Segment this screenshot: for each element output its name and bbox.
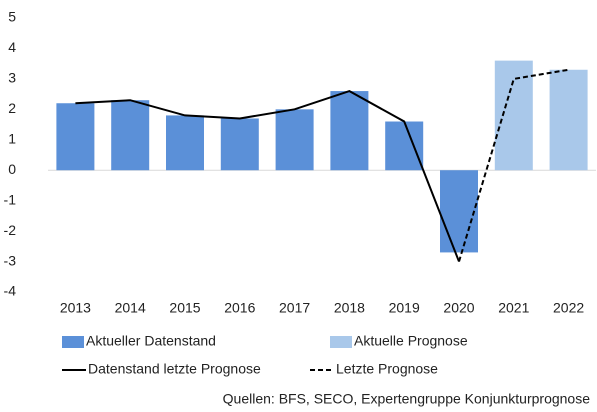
x-tick-label: 2021 bbox=[498, 300, 529, 316]
x-tick-label: 2016 bbox=[224, 300, 255, 316]
y-tick-label: -4 bbox=[4, 283, 17, 299]
legend-label: Letzte Prognose bbox=[336, 361, 438, 377]
legend-label: Datenstand letzte Prognose bbox=[88, 361, 261, 377]
y-tick-label: 4 bbox=[8, 39, 16, 55]
line-series bbox=[75, 89, 460, 262]
x-tick-label: 2017 bbox=[279, 300, 310, 316]
bar bbox=[494, 60, 533, 171]
bar bbox=[220, 118, 259, 171]
bar bbox=[56, 103, 95, 171]
bar bbox=[166, 115, 204, 171]
source: Quellen: BFS, SECO, Expertengruppe Konju… bbox=[223, 391, 591, 407]
y-tick-label: 5 bbox=[8, 9, 16, 25]
legend-label: Aktuelle Prognose bbox=[354, 333, 468, 349]
bar bbox=[275, 109, 314, 171]
bar bbox=[330, 91, 369, 171]
y-tick-label: -1 bbox=[4, 191, 17, 207]
x-tick-label: 2019 bbox=[389, 300, 420, 316]
bar bbox=[385, 121, 424, 171]
y-tick-label: -2 bbox=[4, 222, 17, 238]
legend-swatch bbox=[62, 336, 84, 348]
y-tick-label: -3 bbox=[4, 252, 17, 268]
legend-label: Aktueller Datenstand bbox=[86, 333, 216, 349]
x-tick-label: 2015 bbox=[169, 300, 200, 316]
x-tick-label: 2013 bbox=[60, 300, 91, 316]
y-tick-label: 3 bbox=[8, 70, 16, 86]
x-tick-label: 2018 bbox=[334, 300, 365, 316]
legend-swatch bbox=[330, 336, 352, 348]
bar bbox=[549, 69, 588, 171]
line-series bbox=[458, 68, 569, 262]
bar bbox=[440, 170, 478, 253]
x-tick-label: 2014 bbox=[115, 300, 146, 316]
y-tick-label: 2 bbox=[8, 100, 16, 116]
bar bbox=[111, 100, 150, 171]
y-tick-label: 1 bbox=[8, 130, 16, 146]
x-tick-label: 2020 bbox=[443, 300, 474, 316]
x-tick-label: 2022 bbox=[553, 300, 584, 316]
y-tick-label: 0 bbox=[8, 161, 16, 177]
